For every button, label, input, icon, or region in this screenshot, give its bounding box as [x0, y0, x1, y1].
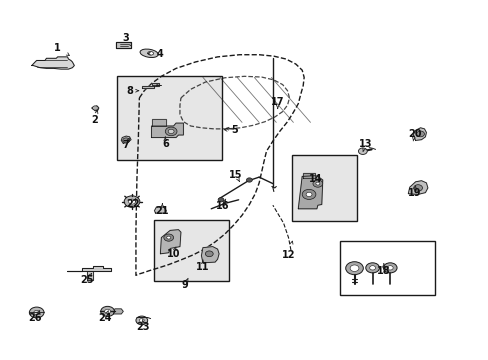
Circle shape: [101, 306, 114, 316]
Polygon shape: [87, 271, 93, 280]
Polygon shape: [298, 176, 322, 209]
Text: 25: 25: [80, 275, 94, 285]
Circle shape: [205, 251, 213, 257]
Circle shape: [163, 234, 173, 241]
Polygon shape: [154, 207, 166, 213]
Text: 13: 13: [358, 139, 372, 149]
Circle shape: [124, 196, 140, 207]
Circle shape: [128, 199, 135, 204]
Text: 7: 7: [122, 140, 129, 150]
Bar: [292, 155, 356, 221]
Circle shape: [365, 263, 379, 273]
Text: 26: 26: [28, 312, 42, 323]
Circle shape: [139, 319, 144, 322]
Text: 17: 17: [270, 96, 284, 107]
Text: 8: 8: [126, 86, 133, 96]
Polygon shape: [412, 128, 426, 140]
Circle shape: [122, 138, 129, 143]
Text: 2: 2: [91, 114, 98, 125]
Circle shape: [168, 129, 174, 134]
Circle shape: [383, 263, 396, 273]
Polygon shape: [67, 266, 111, 271]
Polygon shape: [151, 123, 183, 138]
Polygon shape: [113, 309, 123, 314]
Circle shape: [218, 198, 224, 202]
Circle shape: [416, 131, 424, 137]
Polygon shape: [151, 119, 166, 126]
Circle shape: [349, 265, 358, 271]
Circle shape: [305, 192, 311, 197]
Text: 16: 16: [215, 201, 229, 211]
Text: 11: 11: [196, 262, 209, 272]
Text: 4: 4: [157, 49, 163, 59]
Polygon shape: [160, 230, 181, 254]
Text: 10: 10: [166, 249, 180, 259]
Text: 20: 20: [407, 129, 421, 139]
Bar: [154, 220, 228, 281]
Polygon shape: [142, 83, 159, 88]
Circle shape: [165, 127, 177, 136]
Text: 22: 22: [126, 199, 140, 210]
Ellipse shape: [147, 51, 153, 55]
Polygon shape: [116, 42, 131, 48]
Circle shape: [104, 309, 110, 314]
Circle shape: [34, 310, 40, 315]
Circle shape: [312, 180, 322, 187]
Circle shape: [369, 266, 375, 270]
Circle shape: [29, 307, 44, 318]
Text: 14: 14: [308, 174, 322, 184]
Polygon shape: [303, 173, 315, 178]
Text: 19: 19: [407, 188, 421, 198]
Text: 3: 3: [122, 33, 129, 43]
Text: 12: 12: [281, 250, 295, 260]
Bar: [117, 76, 222, 160]
Circle shape: [92, 106, 98, 110]
Circle shape: [246, 178, 252, 182]
Circle shape: [166, 236, 170, 239]
Circle shape: [302, 189, 315, 199]
Text: 21: 21: [155, 206, 169, 216]
Ellipse shape: [140, 49, 158, 58]
Circle shape: [413, 185, 422, 191]
Circle shape: [345, 262, 363, 275]
Circle shape: [358, 148, 366, 154]
Polygon shape: [201, 247, 219, 263]
Text: 18: 18: [376, 266, 390, 276]
Text: 6: 6: [162, 139, 168, 149]
Polygon shape: [32, 57, 74, 69]
Text: 5: 5: [231, 125, 238, 135]
Bar: [339, 241, 434, 295]
Text: 23: 23: [136, 322, 149, 332]
Circle shape: [315, 182, 319, 185]
Circle shape: [136, 316, 147, 325]
Text: 9: 9: [181, 280, 188, 290]
Polygon shape: [92, 106, 99, 111]
Text: 24: 24: [98, 312, 112, 323]
Text: 15: 15: [228, 170, 242, 180]
Polygon shape: [121, 136, 131, 143]
Circle shape: [386, 266, 392, 270]
Polygon shape: [407, 181, 427, 194]
Text: 1: 1: [54, 42, 61, 53]
